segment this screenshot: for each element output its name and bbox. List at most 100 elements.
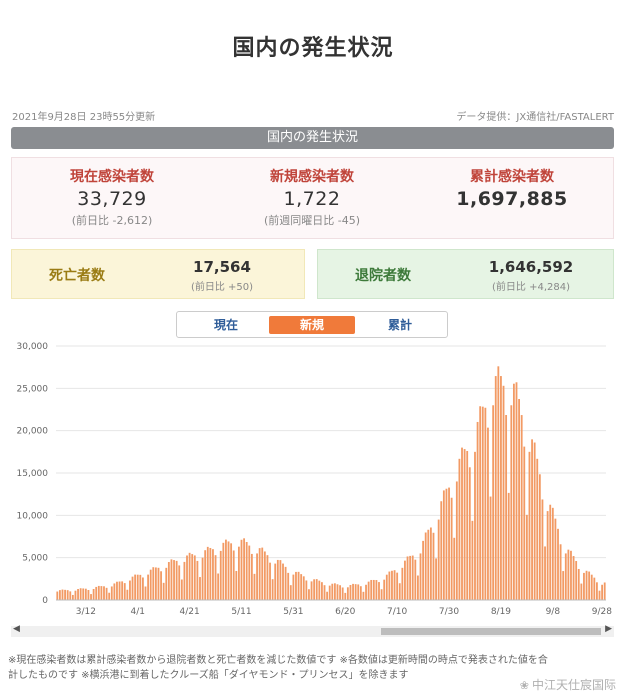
bar bbox=[186, 555, 188, 600]
bar bbox=[204, 550, 207, 600]
x-tick-label: 7/30 bbox=[439, 607, 459, 617]
bar bbox=[110, 586, 113, 600]
y-tick-label: 0 bbox=[42, 596, 48, 606]
bar bbox=[310, 581, 313, 600]
bar bbox=[562, 571, 565, 600]
stat-value: 1,722 bbox=[283, 188, 341, 210]
bar bbox=[417, 575, 419, 600]
bar bbox=[152, 567, 155, 600]
scroll-right-arrow-icon[interactable]: ▶ bbox=[605, 624, 612, 634]
bar bbox=[105, 587, 108, 600]
recovered-diff: (前日比 +4,284) bbox=[492, 282, 570, 293]
bar bbox=[557, 528, 559, 600]
bar bbox=[108, 592, 111, 600]
bar bbox=[131, 576, 134, 600]
deaths-box: 死亡者数 17,564 (前日比 +50) bbox=[11, 249, 305, 299]
bar bbox=[593, 577, 596, 600]
bar bbox=[77, 589, 79, 600]
bar bbox=[396, 572, 399, 600]
bar bbox=[305, 580, 308, 600]
bar bbox=[346, 587, 349, 600]
stat-diff: (前日比 -2,612) bbox=[71, 214, 153, 227]
bar bbox=[139, 574, 142, 600]
bar bbox=[315, 579, 318, 600]
bar bbox=[97, 585, 100, 600]
x-tick-label: 8/19 bbox=[491, 607, 511, 617]
bar bbox=[419, 553, 422, 600]
stat-current-infected: 現在感染者数 33,729 (前日比 -2,612) bbox=[12, 166, 212, 228]
bar bbox=[448, 487, 450, 600]
bar bbox=[118, 581, 121, 600]
data-source: データ提供：JX通信社/FASTALERT bbox=[456, 112, 614, 123]
x-tick-label: 4/1 bbox=[130, 607, 144, 617]
scroll-thumb[interactable] bbox=[381, 628, 601, 635]
bar bbox=[219, 550, 222, 600]
bar bbox=[590, 574, 593, 600]
bar bbox=[217, 573, 220, 600]
bar bbox=[261, 547, 264, 600]
bar bbox=[180, 579, 183, 600]
bar bbox=[536, 458, 539, 600]
x-tick-label: 4/21 bbox=[179, 607, 199, 617]
bar bbox=[559, 544, 562, 600]
bar bbox=[422, 540, 425, 600]
bar bbox=[162, 582, 165, 600]
tab-current[interactable]: 現在 bbox=[213, 318, 238, 332]
bar bbox=[406, 556, 409, 600]
chart-tabs: 現在 新規 累計 bbox=[176, 311, 448, 338]
x-tick-label: 9/8 bbox=[546, 607, 561, 617]
recovered-value: 1,646,592 bbox=[488, 258, 574, 276]
bar bbox=[554, 518, 557, 600]
scroll-left-arrow-icon[interactable]: ◀ bbox=[13, 624, 20, 634]
y-tick-label: 30,000 bbox=[17, 342, 49, 352]
bar bbox=[352, 583, 354, 600]
bar bbox=[248, 545, 251, 600]
bar bbox=[295, 571, 297, 600]
bar bbox=[466, 450, 469, 600]
bar bbox=[388, 571, 391, 600]
bar bbox=[474, 451, 476, 600]
bar bbox=[227, 541, 230, 600]
bar bbox=[497, 366, 500, 600]
bar bbox=[66, 590, 69, 600]
bar bbox=[302, 576, 305, 600]
bar bbox=[463, 449, 466, 600]
recovered-box: 退院者数 1,646,592 (前日比 +4,284) bbox=[317, 249, 614, 299]
y-tick-label: 25,000 bbox=[17, 384, 49, 394]
bar bbox=[240, 539, 243, 600]
bar bbox=[567, 549, 570, 600]
bar bbox=[512, 383, 515, 600]
bar bbox=[380, 589, 383, 600]
bar bbox=[56, 591, 59, 600]
tab-new[interactable]: 新規 bbox=[269, 316, 355, 334]
bar bbox=[154, 567, 157, 600]
bar bbox=[284, 566, 287, 600]
chart-scrollbar[interactable]: ◀ ▶ bbox=[11, 624, 614, 637]
bar bbox=[365, 584, 367, 600]
bar bbox=[123, 583, 126, 600]
tab-total[interactable]: 累計 bbox=[387, 318, 412, 332]
bar bbox=[160, 571, 162, 600]
y-tick-label: 20,000 bbox=[17, 427, 49, 437]
bar bbox=[212, 549, 214, 600]
bar bbox=[100, 586, 103, 600]
bar bbox=[575, 561, 578, 600]
stat-value: 33,729 bbox=[77, 188, 147, 210]
bar bbox=[92, 588, 95, 600]
bar bbox=[404, 560, 406, 600]
bar bbox=[263, 551, 266, 600]
bar bbox=[243, 538, 245, 600]
bar bbox=[250, 553, 253, 600]
bar bbox=[318, 580, 321, 600]
bar bbox=[572, 556, 575, 600]
bar bbox=[531, 439, 533, 600]
bar bbox=[297, 571, 300, 600]
bar bbox=[157, 567, 160, 600]
bar bbox=[588, 571, 591, 600]
bar bbox=[214, 555, 217, 600]
stat-total-infected: 累計感染者数 1,697,885 bbox=[412, 166, 612, 210]
bar bbox=[409, 555, 412, 600]
bar bbox=[367, 581, 370, 600]
bar bbox=[183, 561, 186, 600]
watermark: ❀ 中江天仕宸国际 bbox=[517, 676, 618, 693]
